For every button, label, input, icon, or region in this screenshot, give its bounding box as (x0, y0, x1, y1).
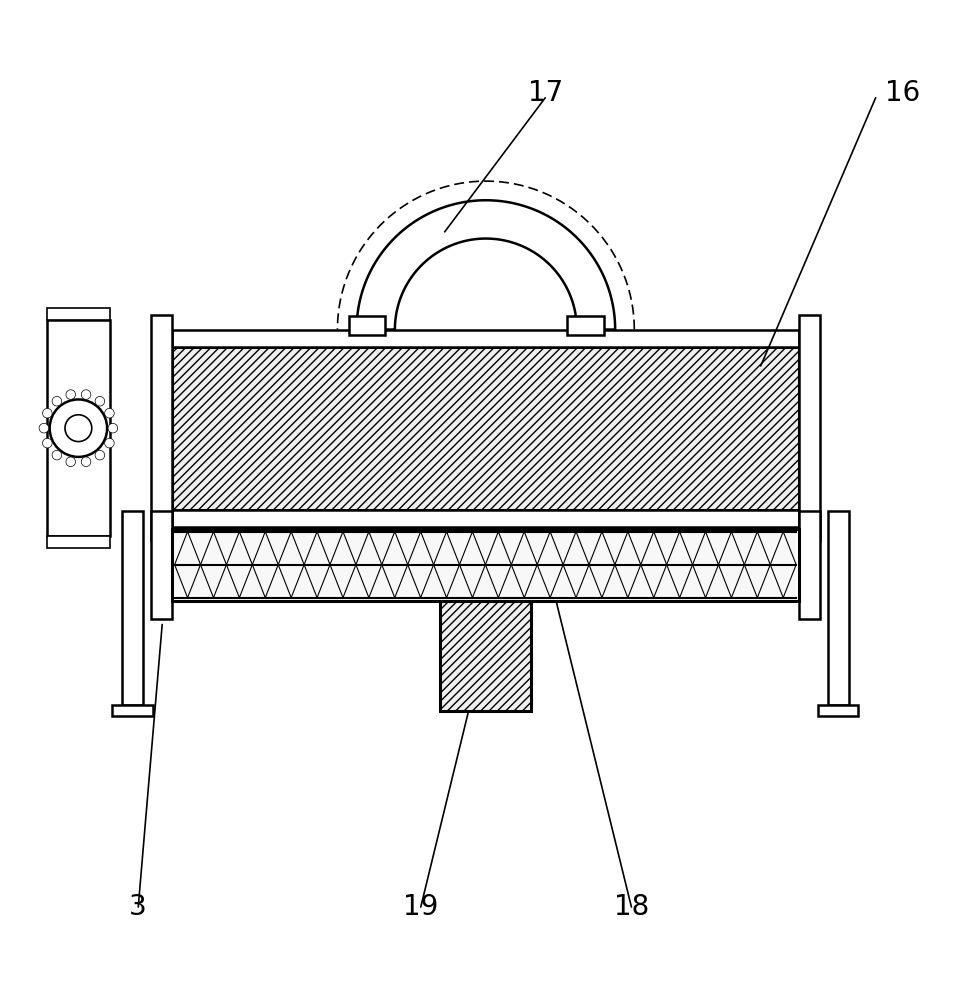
Circle shape (104, 438, 114, 448)
Bar (175, 532, 796, 598)
Bar (47, 536, 109, 548)
Bar (47, 308, 109, 320)
Circle shape (95, 396, 104, 406)
Circle shape (108, 423, 118, 433)
Text: 19: 19 (403, 893, 439, 921)
Bar (828, 511, 849, 705)
Circle shape (49, 399, 107, 457)
Polygon shape (356, 200, 615, 330)
Text: 16: 16 (885, 79, 921, 107)
Bar (172, 529, 799, 601)
Bar (112, 705, 153, 716)
Bar (818, 705, 859, 716)
Text: 17: 17 (527, 79, 563, 107)
Bar (440, 601, 531, 711)
Circle shape (81, 457, 91, 467)
Bar (151, 315, 172, 541)
Circle shape (43, 438, 52, 448)
Bar (172, 347, 799, 510)
Bar (172, 330, 799, 347)
Text: 18: 18 (613, 893, 649, 921)
Bar (799, 511, 820, 619)
Bar (172, 510, 799, 527)
Circle shape (52, 396, 62, 406)
Circle shape (95, 450, 104, 460)
Circle shape (43, 408, 52, 418)
Bar (349, 316, 385, 335)
Bar (151, 511, 172, 619)
Circle shape (65, 415, 92, 442)
Circle shape (66, 390, 75, 399)
Circle shape (52, 450, 62, 460)
Circle shape (39, 423, 48, 433)
Bar (47, 320, 109, 536)
Text: 3: 3 (129, 893, 147, 921)
Circle shape (66, 457, 75, 467)
Circle shape (81, 390, 91, 399)
Bar (799, 315, 820, 541)
Circle shape (104, 408, 114, 418)
Bar (122, 511, 143, 705)
Bar (567, 316, 604, 335)
